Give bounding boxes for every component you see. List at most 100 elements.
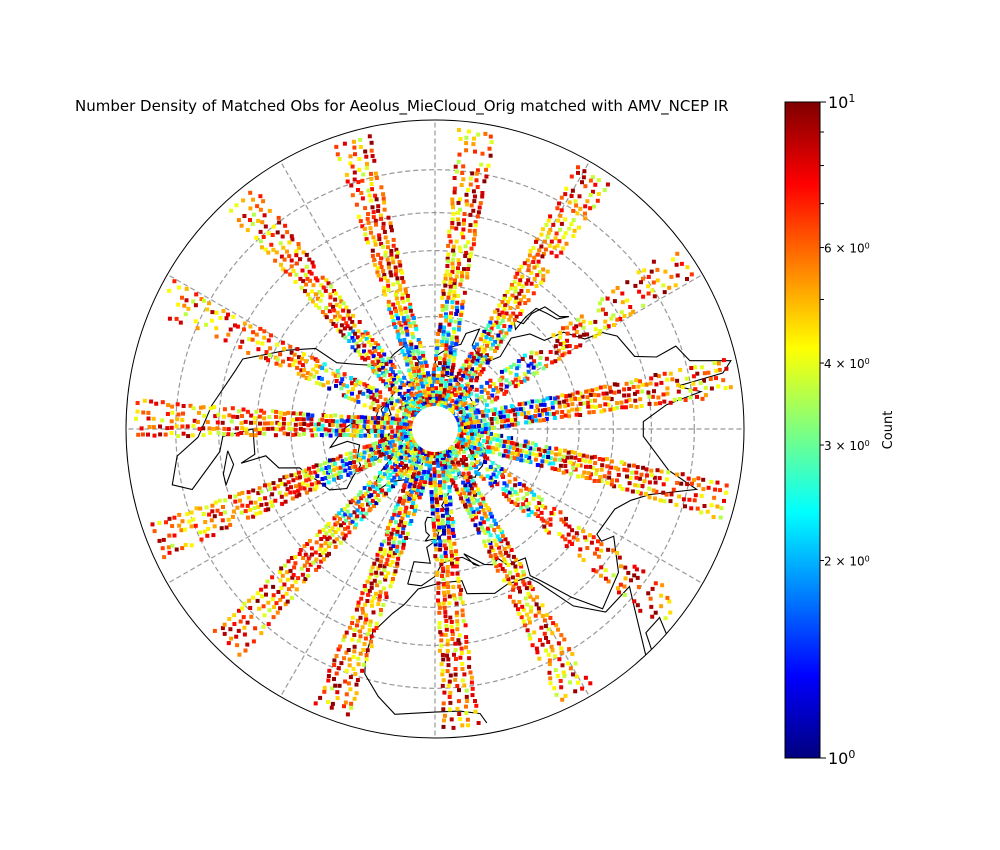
obs-cell (560, 410, 565, 414)
obs-cell (351, 387, 355, 391)
obs-cell (288, 490, 293, 495)
obs-cell (510, 487, 514, 492)
obs-cell (547, 243, 552, 248)
obs-cell (540, 459, 545, 464)
obs-cell (465, 507, 470, 512)
obs-cell (387, 307, 392, 312)
obs-cell (599, 467, 604, 472)
obs-cell (350, 615, 355, 620)
obs-cell (451, 564, 456, 569)
obs-cell (215, 420, 220, 425)
obs-cell (469, 251, 474, 256)
obs-cell (481, 349, 486, 354)
obs-cell (446, 295, 451, 300)
obs-cell (177, 523, 182, 528)
obs-cell (563, 693, 568, 698)
obs-cell (335, 302, 339, 307)
obs-cell (588, 193, 593, 197)
obs-cell (401, 279, 406, 284)
obs-cell (609, 482, 614, 487)
obs-cell (343, 512, 348, 517)
obs-cell (298, 548, 303, 552)
obs-cell (390, 315, 395, 319)
obs-cell (403, 391, 408, 396)
obs-cell (355, 678, 360, 682)
obs-cell (494, 542, 499, 547)
obs-cell (526, 363, 531, 368)
obs-cell (500, 419, 505, 424)
obs-cell (446, 663, 451, 668)
obs-cell (497, 545, 501, 550)
obs-cell (665, 386, 670, 391)
obs-cell (513, 285, 518, 290)
minor-tick-label-exponent: 0 (865, 357, 870, 366)
obs-cell (532, 630, 537, 635)
obs-cell (390, 429, 395, 434)
obs-cell (229, 636, 234, 641)
obs-cell (444, 343, 449, 348)
obs-cell (419, 476, 424, 480)
obs-cell (453, 677, 458, 682)
obs-cell (488, 541, 493, 545)
obs-cell (499, 467, 504, 472)
obs-cell (207, 512, 212, 517)
obs-cell (395, 472, 400, 477)
obs-cell (717, 367, 722, 372)
obs-cell (728, 385, 733, 390)
obs-cell (396, 513, 401, 518)
obs-cell (297, 492, 302, 497)
obs-cell (452, 282, 457, 287)
obs-cell (397, 260, 402, 264)
obs-cell (465, 384, 470, 388)
obs-cell (221, 309, 226, 313)
obs-cell (412, 484, 417, 489)
obs-cell (570, 402, 575, 407)
obs-cell (511, 561, 515, 566)
obs-cell (320, 310, 325, 314)
obs-cell (245, 642, 250, 647)
obs-cell (222, 622, 227, 627)
obs-cell (683, 398, 688, 402)
obs-cell (332, 658, 337, 663)
obs-cell (544, 636, 548, 640)
obs-cell (484, 335, 489, 340)
obs-cell (388, 270, 393, 275)
obs-cell (405, 531, 410, 536)
obs-cell (414, 362, 419, 367)
obs-cell (321, 383, 326, 388)
obs-cell (553, 668, 558, 673)
obs-cell (440, 566, 445, 571)
obs-cell (438, 313, 443, 318)
latitude-line-10 (175, 169, 695, 689)
obs-cell (301, 412, 306, 417)
obs-cell (554, 692, 559, 697)
obs-cell (399, 324, 404, 329)
obs-cell (271, 481, 276, 486)
obs-cell (390, 478, 395, 483)
obs-cell (386, 303, 391, 308)
obs-cell (387, 488, 391, 493)
obs-cell (339, 523, 343, 528)
obs-cell (508, 594, 512, 599)
pole-hole (412, 406, 458, 452)
obs-cell (189, 510, 194, 515)
obs-cell (356, 415, 361, 420)
obs-cell (363, 415, 368, 420)
obs-cell (466, 240, 471, 245)
obs-cell (240, 414, 244, 418)
obs-cell (271, 605, 276, 610)
obs-cell (519, 288, 524, 293)
obs-cell (513, 422, 517, 427)
obs-cell (507, 317, 512, 322)
obs-cell (365, 424, 370, 429)
obs-cell (521, 502, 526, 507)
obs-cell (464, 466, 469, 471)
obs-cell (455, 435, 460, 440)
obs-cell (442, 584, 446, 589)
obs-cell (283, 563, 287, 568)
obs-cell (205, 420, 210, 425)
obs-cell (521, 508, 526, 513)
obs-cell (469, 428, 474, 433)
obs-cell (448, 277, 453, 282)
obs-cell (503, 424, 508, 428)
